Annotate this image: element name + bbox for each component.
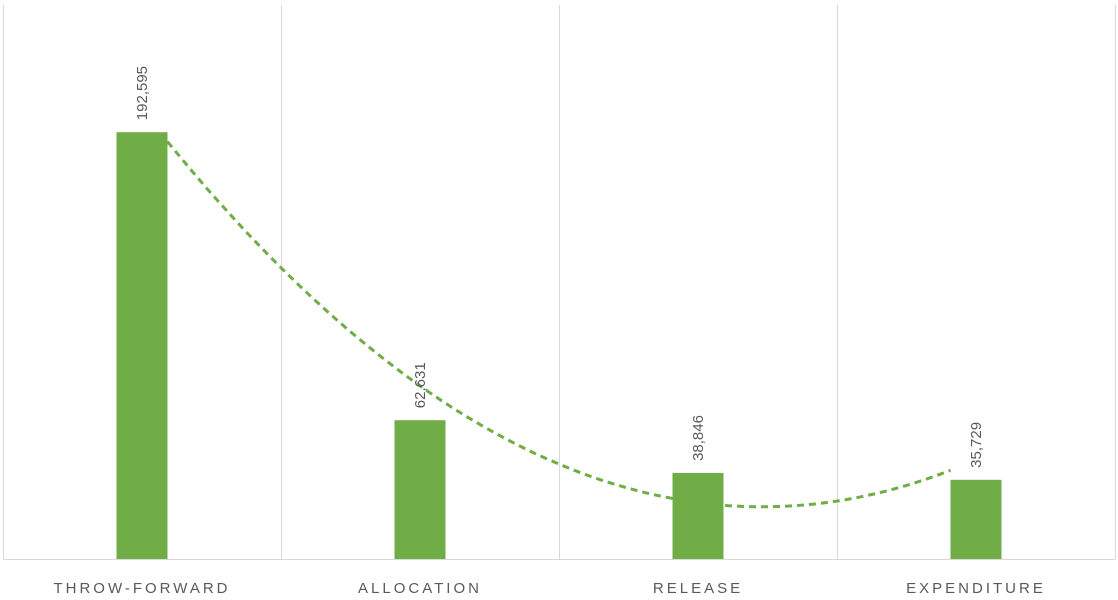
category-label: EXPENDITURE <box>906 580 1046 597</box>
data-labels: 192,595 62,631 38,846 35,729 <box>134 66 985 468</box>
category-label: THROW-FORWARD <box>53 580 230 597</box>
trendline <box>166 140 952 509</box>
category-label: ALLOCATION <box>358 580 482 597</box>
data-label: 192,595 <box>134 66 151 120</box>
bar-release <box>672 472 724 559</box>
category-gridlines <box>3 5 1116 560</box>
bar-expenditure <box>950 479 1002 559</box>
plot-area: 192,595 62,631 38,846 35,729 <box>3 5 1116 560</box>
category-axis-labels: THROW-FORWARD ALLOCATION RELEASE EXPENDITUR… <box>53 580 1046 597</box>
data-label: 35,729 <box>968 422 985 468</box>
bar-throw-forward <box>116 132 168 559</box>
bars <box>116 132 1002 559</box>
data-label: 38,846 <box>690 415 707 461</box>
bar-allocation <box>394 420 446 559</box>
category-label: RELEASE <box>653 580 743 597</box>
data-label: 62,631 <box>412 362 429 408</box>
